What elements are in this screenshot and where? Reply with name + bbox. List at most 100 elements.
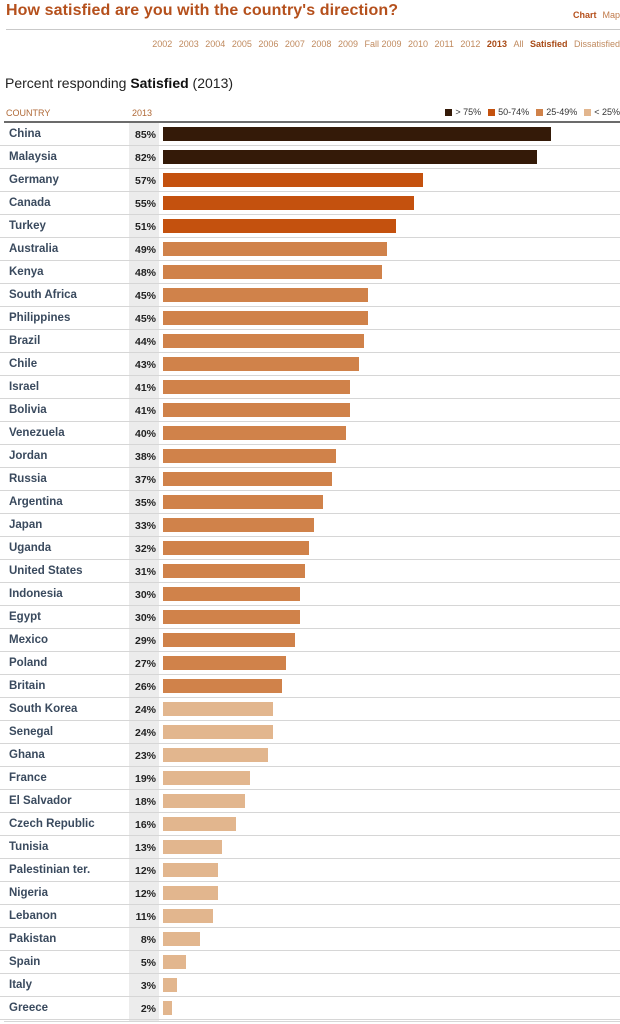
bar[interactable] — [163, 403, 351, 417]
bar[interactable] — [163, 725, 273, 739]
year-nav-2003[interactable]: 2003 — [178, 39, 199, 49]
bar[interactable] — [163, 311, 369, 325]
table-row[interactable]: Japan 33% — [0, 514, 620, 537]
table-row[interactable]: Australia 49% — [0, 238, 620, 261]
year-nav-fall-2009[interactable]: Fall 2009 — [364, 39, 402, 49]
table-row[interactable]: China 85% — [0, 123, 620, 146]
bar[interactable] — [163, 219, 396, 233]
bar[interactable] — [163, 357, 360, 371]
year-nav-2009[interactable]: 2009 — [337, 39, 358, 49]
table-row[interactable]: South Africa 45% — [0, 284, 620, 307]
table-row[interactable]: Tunisia 13% — [0, 836, 620, 859]
year-nav-2004[interactable]: 2004 — [205, 39, 226, 49]
year-nav-2013[interactable]: 2013 — [486, 39, 507, 49]
year-nav-dissatisfied[interactable]: Dissatisfied — [573, 39, 620, 49]
bar[interactable] — [163, 817, 237, 831]
table-row[interactable]: Mexico 29% — [0, 629, 620, 652]
bar[interactable] — [163, 449, 337, 463]
bar[interactable] — [163, 702, 273, 716]
bar[interactable] — [163, 1001, 173, 1015]
year-nav-satisfied[interactable]: Satisfied — [529, 39, 568, 49]
table-row[interactable]: Bolivia 41% — [0, 399, 620, 422]
view-link-chart[interactable]: Chart — [572, 10, 597, 20]
bar[interactable] — [163, 472, 332, 486]
bar[interactable] — [163, 495, 323, 509]
year-nav-2005[interactable]: 2005 — [231, 39, 252, 49]
table-row[interactable]: Greece 2% — [0, 997, 620, 1020]
bar[interactable] — [163, 863, 218, 877]
bar[interactable] — [163, 380, 351, 394]
year-nav-2008[interactable]: 2008 — [311, 39, 332, 49]
bar[interactable] — [163, 518, 314, 532]
bar[interactable] — [163, 610, 300, 624]
table-row[interactable]: South Korea 24% — [0, 698, 620, 721]
table-row[interactable]: Pakistan 8% — [0, 928, 620, 951]
bar[interactable] — [163, 587, 300, 601]
table-row[interactable]: Indonesia 30% — [0, 583, 620, 606]
value-label: 49% — [134, 244, 156, 256]
table-row[interactable]: Britain 26% — [0, 675, 620, 698]
bar[interactable] — [163, 265, 383, 279]
view-link-map[interactable]: Map — [602, 10, 620, 20]
table-row[interactable]: Venezuela 40% — [0, 422, 620, 445]
bar[interactable] — [163, 426, 346, 440]
table-row[interactable]: Ghana 23% — [0, 744, 620, 767]
table-row[interactable]: Argentina 35% — [0, 491, 620, 514]
table-row[interactable]: United States 31% — [0, 560, 620, 583]
bar[interactable] — [163, 541, 310, 555]
bar[interactable] — [163, 564, 305, 578]
year-nav-all[interactable]: All — [513, 39, 524, 49]
bar[interactable] — [163, 288, 369, 302]
bar[interactable] — [163, 679, 282, 693]
table-row[interactable]: Italy 3% — [0, 974, 620, 997]
table-row[interactable]: Germany 57% — [0, 169, 620, 192]
bar[interactable] — [163, 886, 218, 900]
table-row[interactable]: France 19% — [0, 767, 620, 790]
bar[interactable] — [163, 127, 551, 141]
table-row[interactable]: El Salvador 18% — [0, 790, 620, 813]
table-row[interactable]: Nigeria 12% — [0, 882, 620, 905]
table-row[interactable]: Czech Republic 16% — [0, 813, 620, 836]
bar[interactable] — [163, 196, 415, 210]
table-row[interactable]: Senegal 24% — [0, 721, 620, 744]
bar[interactable] — [163, 242, 387, 256]
column-header-year[interactable]: 2013 — [132, 108, 153, 118]
bar[interactable] — [163, 909, 214, 923]
table-row[interactable]: Israel 41% — [0, 376, 620, 399]
bar[interactable] — [163, 978, 177, 992]
table-row[interactable]: Canada 55% — [0, 192, 620, 215]
bar[interactable] — [163, 932, 200, 946]
table-row[interactable]: Turkey 51% — [0, 215, 620, 238]
bar[interactable] — [163, 794, 246, 808]
table-row[interactable]: Lebanon 11% — [0, 905, 620, 928]
bar[interactable] — [163, 840, 223, 854]
year-nav-2006[interactable]: 2006 — [258, 39, 279, 49]
year-nav-2011[interactable]: 2011 — [434, 39, 454, 49]
table-row[interactable]: Spain 5% — [0, 951, 620, 974]
table-row[interactable]: Brazil 44% — [0, 330, 620, 353]
table-row[interactable]: Russia 37% — [0, 468, 620, 491]
table-row[interactable]: Poland 27% — [0, 652, 620, 675]
year-nav-2007[interactable]: 2007 — [284, 39, 305, 49]
bar[interactable] — [163, 748, 268, 762]
year-nav-2012[interactable]: 2012 — [460, 39, 481, 49]
bar[interactable] — [163, 334, 364, 348]
table-row[interactable]: Chile 43% — [0, 353, 620, 376]
table-row[interactable]: Egypt 30% — [0, 606, 620, 629]
bar[interactable] — [163, 771, 250, 785]
table-row[interactable]: Jordan 38% — [0, 445, 620, 468]
bar[interactable] — [163, 173, 424, 187]
table-row[interactable]: Malaysia 82% — [0, 146, 620, 169]
table-row[interactable]: Philippines 45% — [0, 307, 620, 330]
table-row[interactable]: Uganda 32% — [0, 537, 620, 560]
bar[interactable] — [163, 656, 287, 670]
table-row[interactable]: Palestinian ter. 12% — [0, 859, 620, 882]
bar[interactable] — [163, 150, 538, 164]
year-nav-2002[interactable]: 2002 — [152, 39, 173, 49]
table-row[interactable]: Kenya 48% — [0, 261, 620, 284]
year-nav-2010[interactable]: 2010 — [408, 39, 429, 49]
bar[interactable] — [163, 955, 186, 969]
bar[interactable] — [163, 633, 296, 647]
column-header-country[interactable]: COUNTRY — [6, 108, 51, 118]
value-label: 30% — [134, 589, 156, 601]
